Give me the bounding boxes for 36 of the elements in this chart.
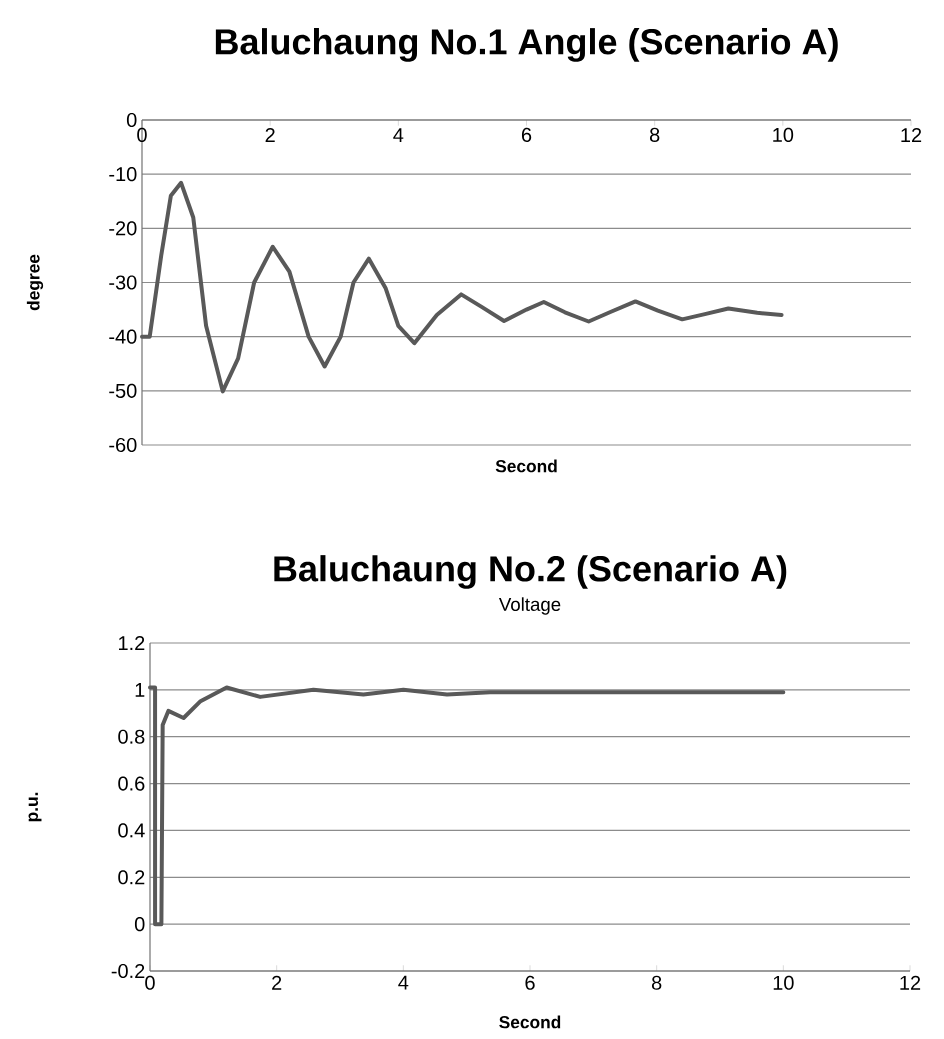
- x-tick-label: 8: [651, 975, 662, 990]
- y-tick-label: -10: [109, 167, 137, 182]
- y-tick-label: 0: [134, 917, 145, 932]
- x-tick-label: 10: [773, 975, 794, 990]
- y-tick-label: 0.6: [118, 776, 145, 791]
- x-axis-title: Second: [499, 1015, 561, 1029]
- y-tick-label: 1.2: [119, 636, 145, 650]
- line-series: [140, 180, 784, 394]
- x-tick-label: 2: [265, 127, 275, 142]
- y-axis-title: degree: [26, 254, 44, 311]
- x-tick-label: 6: [525, 975, 535, 990]
- y-tick-label: -50: [109, 383, 137, 398]
- y-tick-label: 0.4: [118, 823, 145, 838]
- y-tick-label: -40: [109, 329, 137, 344]
- y-tick-label: -0.2: [111, 963, 145, 979]
- y-tick-label: -30: [109, 275, 137, 290]
- y-tick-label: -60: [109, 437, 137, 453]
- x-tick-label: 12: [900, 975, 921, 990]
- chart-title: Baluchaung No.2 (Scenario A): [274, 555, 787, 589]
- x-tick-label: 8: [649, 127, 660, 142]
- x-tick-label: 4: [393, 128, 404, 142]
- x-tick-label: 0: [145, 975, 155, 990]
- y-tick-label: -20: [109, 221, 137, 236]
- x-tick-label: 6: [521, 127, 532, 142]
- x-tick-label: 2: [272, 975, 282, 990]
- x-tick-label: 10: [773, 127, 794, 142]
- chart-subtitle: Voltage: [498, 597, 561, 615]
- chart-title: Baluchaung No.1 Angle (Scenario A): [215, 28, 838, 62]
- y-tick-label: 0.8: [118, 729, 145, 744]
- y-tick-label: 0.2: [118, 870, 145, 885]
- y-axis-title: p.u.: [28, 792, 42, 822]
- y-tick-label: 1: [135, 682, 145, 697]
- x-axis-title: Second: [495, 459, 557, 473]
- x-tick-label: 12: [901, 127, 922, 142]
- y-tick-label: 0: [126, 112, 137, 128]
- x-tick-label: 4: [398, 975, 409, 990]
